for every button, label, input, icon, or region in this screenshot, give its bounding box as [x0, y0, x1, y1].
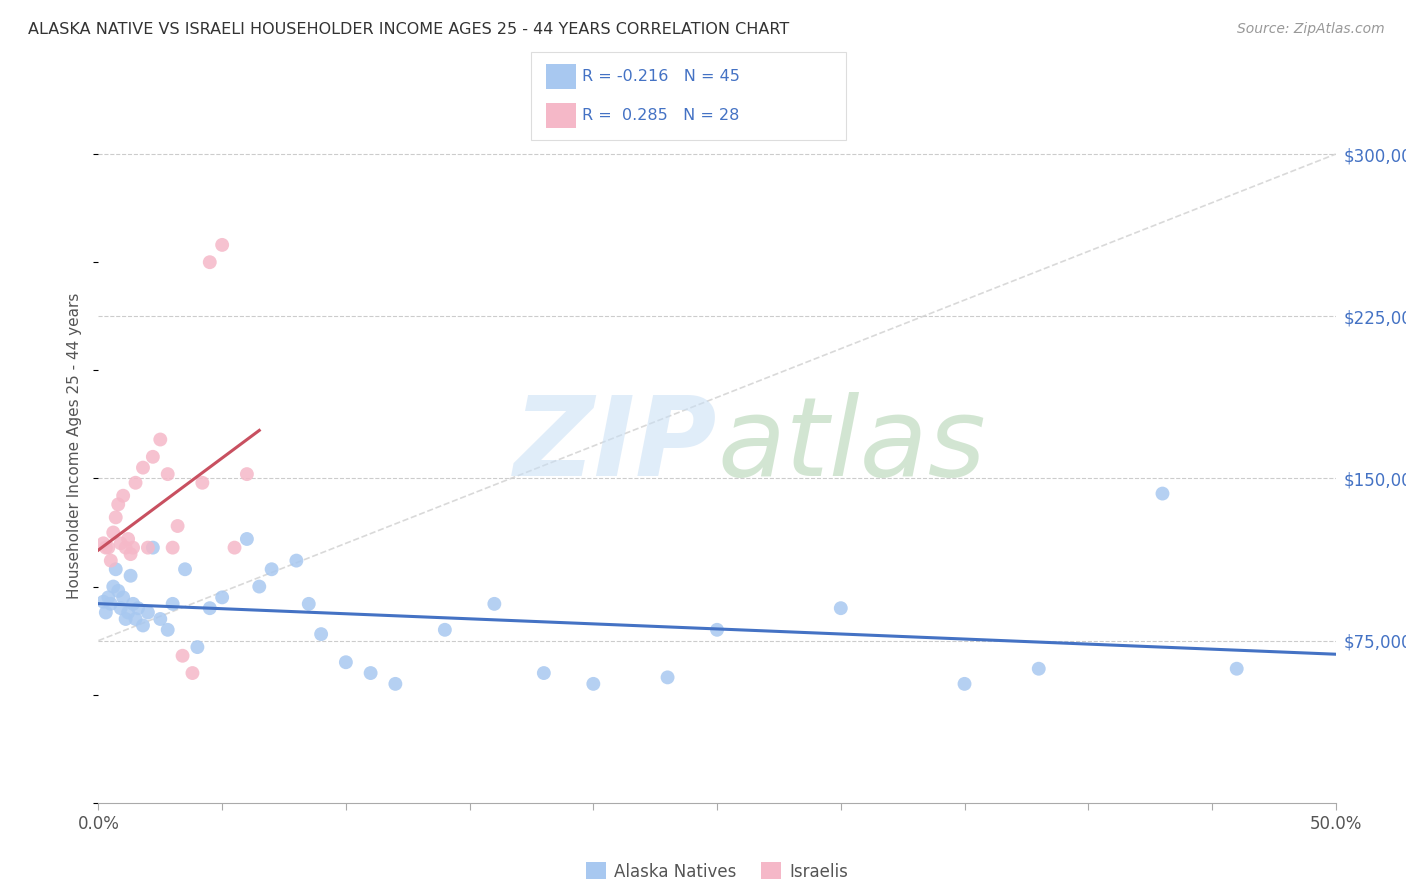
Point [132, 618, 155, 632]
Point [136, 541, 159, 555]
Point [484, 597, 506, 611]
Point [122, 541, 145, 555]
Point [117, 606, 139, 620]
Point [236, 532, 259, 546]
Point [136, 606, 159, 620]
Text: R = -0.216   N = 45: R = -0.216 N = 45 [582, 70, 740, 84]
Point [830, 601, 852, 615]
Point [1028, 662, 1050, 676]
Point [309, 627, 332, 641]
Point [97, 591, 120, 605]
Point [211, 591, 233, 605]
Point [247, 580, 270, 594]
Point [181, 666, 204, 681]
Point [172, 648, 194, 663]
Point [100, 597, 122, 611]
Legend: Alaska Natives, Israelis: Alaska Natives, Israelis [579, 855, 855, 888]
Point [186, 640, 208, 654]
Point [124, 475, 146, 490]
Text: ZIP: ZIP [513, 392, 717, 500]
Point [114, 612, 136, 626]
Text: ALASKA NATIVE VS ISRAELI HOUSEHOLDER INCOME AGES 25 - 44 YEARS CORRELATION CHART: ALASKA NATIVE VS ISRAELI HOUSEHOLDER INC… [28, 22, 789, 37]
Point [582, 677, 605, 691]
Point [156, 623, 179, 637]
Point [166, 519, 188, 533]
Point [211, 238, 233, 252]
Point [236, 467, 259, 482]
Point [174, 562, 197, 576]
Text: Source: ZipAtlas.com: Source: ZipAtlas.com [1237, 22, 1385, 37]
Point [285, 553, 308, 567]
Point [162, 541, 184, 555]
Point [104, 510, 127, 524]
Point [1226, 662, 1249, 676]
Point [433, 623, 456, 637]
Point [117, 532, 139, 546]
Point [953, 677, 976, 691]
Point [298, 597, 321, 611]
Point [149, 612, 172, 626]
Point [104, 562, 127, 576]
Point [384, 677, 406, 691]
Point [132, 460, 155, 475]
Point [533, 666, 555, 681]
Point [112, 489, 135, 503]
Point [657, 670, 679, 684]
Point [156, 467, 179, 482]
Point [149, 433, 172, 447]
Point [112, 591, 135, 605]
Point [103, 580, 125, 594]
Point [198, 255, 221, 269]
Point [107, 583, 129, 598]
Point [224, 541, 246, 555]
Point [706, 623, 728, 637]
Point [103, 525, 125, 540]
Point [107, 497, 129, 511]
Point [120, 568, 142, 582]
Point [127, 601, 149, 615]
Point [124, 612, 146, 626]
Point [162, 597, 184, 611]
Point [360, 666, 382, 681]
Point [1152, 486, 1174, 500]
Point [110, 601, 132, 615]
Point [120, 547, 142, 561]
Point [198, 601, 221, 615]
Text: R =  0.285   N = 28: R = 0.285 N = 28 [582, 108, 740, 122]
Point [114, 541, 136, 555]
Point [93, 536, 115, 550]
Point [142, 450, 165, 464]
Point [97, 541, 120, 555]
Point [93, 595, 115, 609]
Point [335, 655, 357, 669]
Point [110, 536, 132, 550]
Point [260, 562, 283, 576]
Point [142, 541, 165, 555]
Point [94, 541, 117, 555]
Point [94, 606, 117, 620]
Y-axis label: Householder Income Ages 25 - 44 years: Householder Income Ages 25 - 44 years [67, 293, 83, 599]
Text: atlas: atlas [717, 392, 986, 500]
Point [122, 597, 145, 611]
Point [100, 553, 122, 567]
Point [191, 475, 214, 490]
